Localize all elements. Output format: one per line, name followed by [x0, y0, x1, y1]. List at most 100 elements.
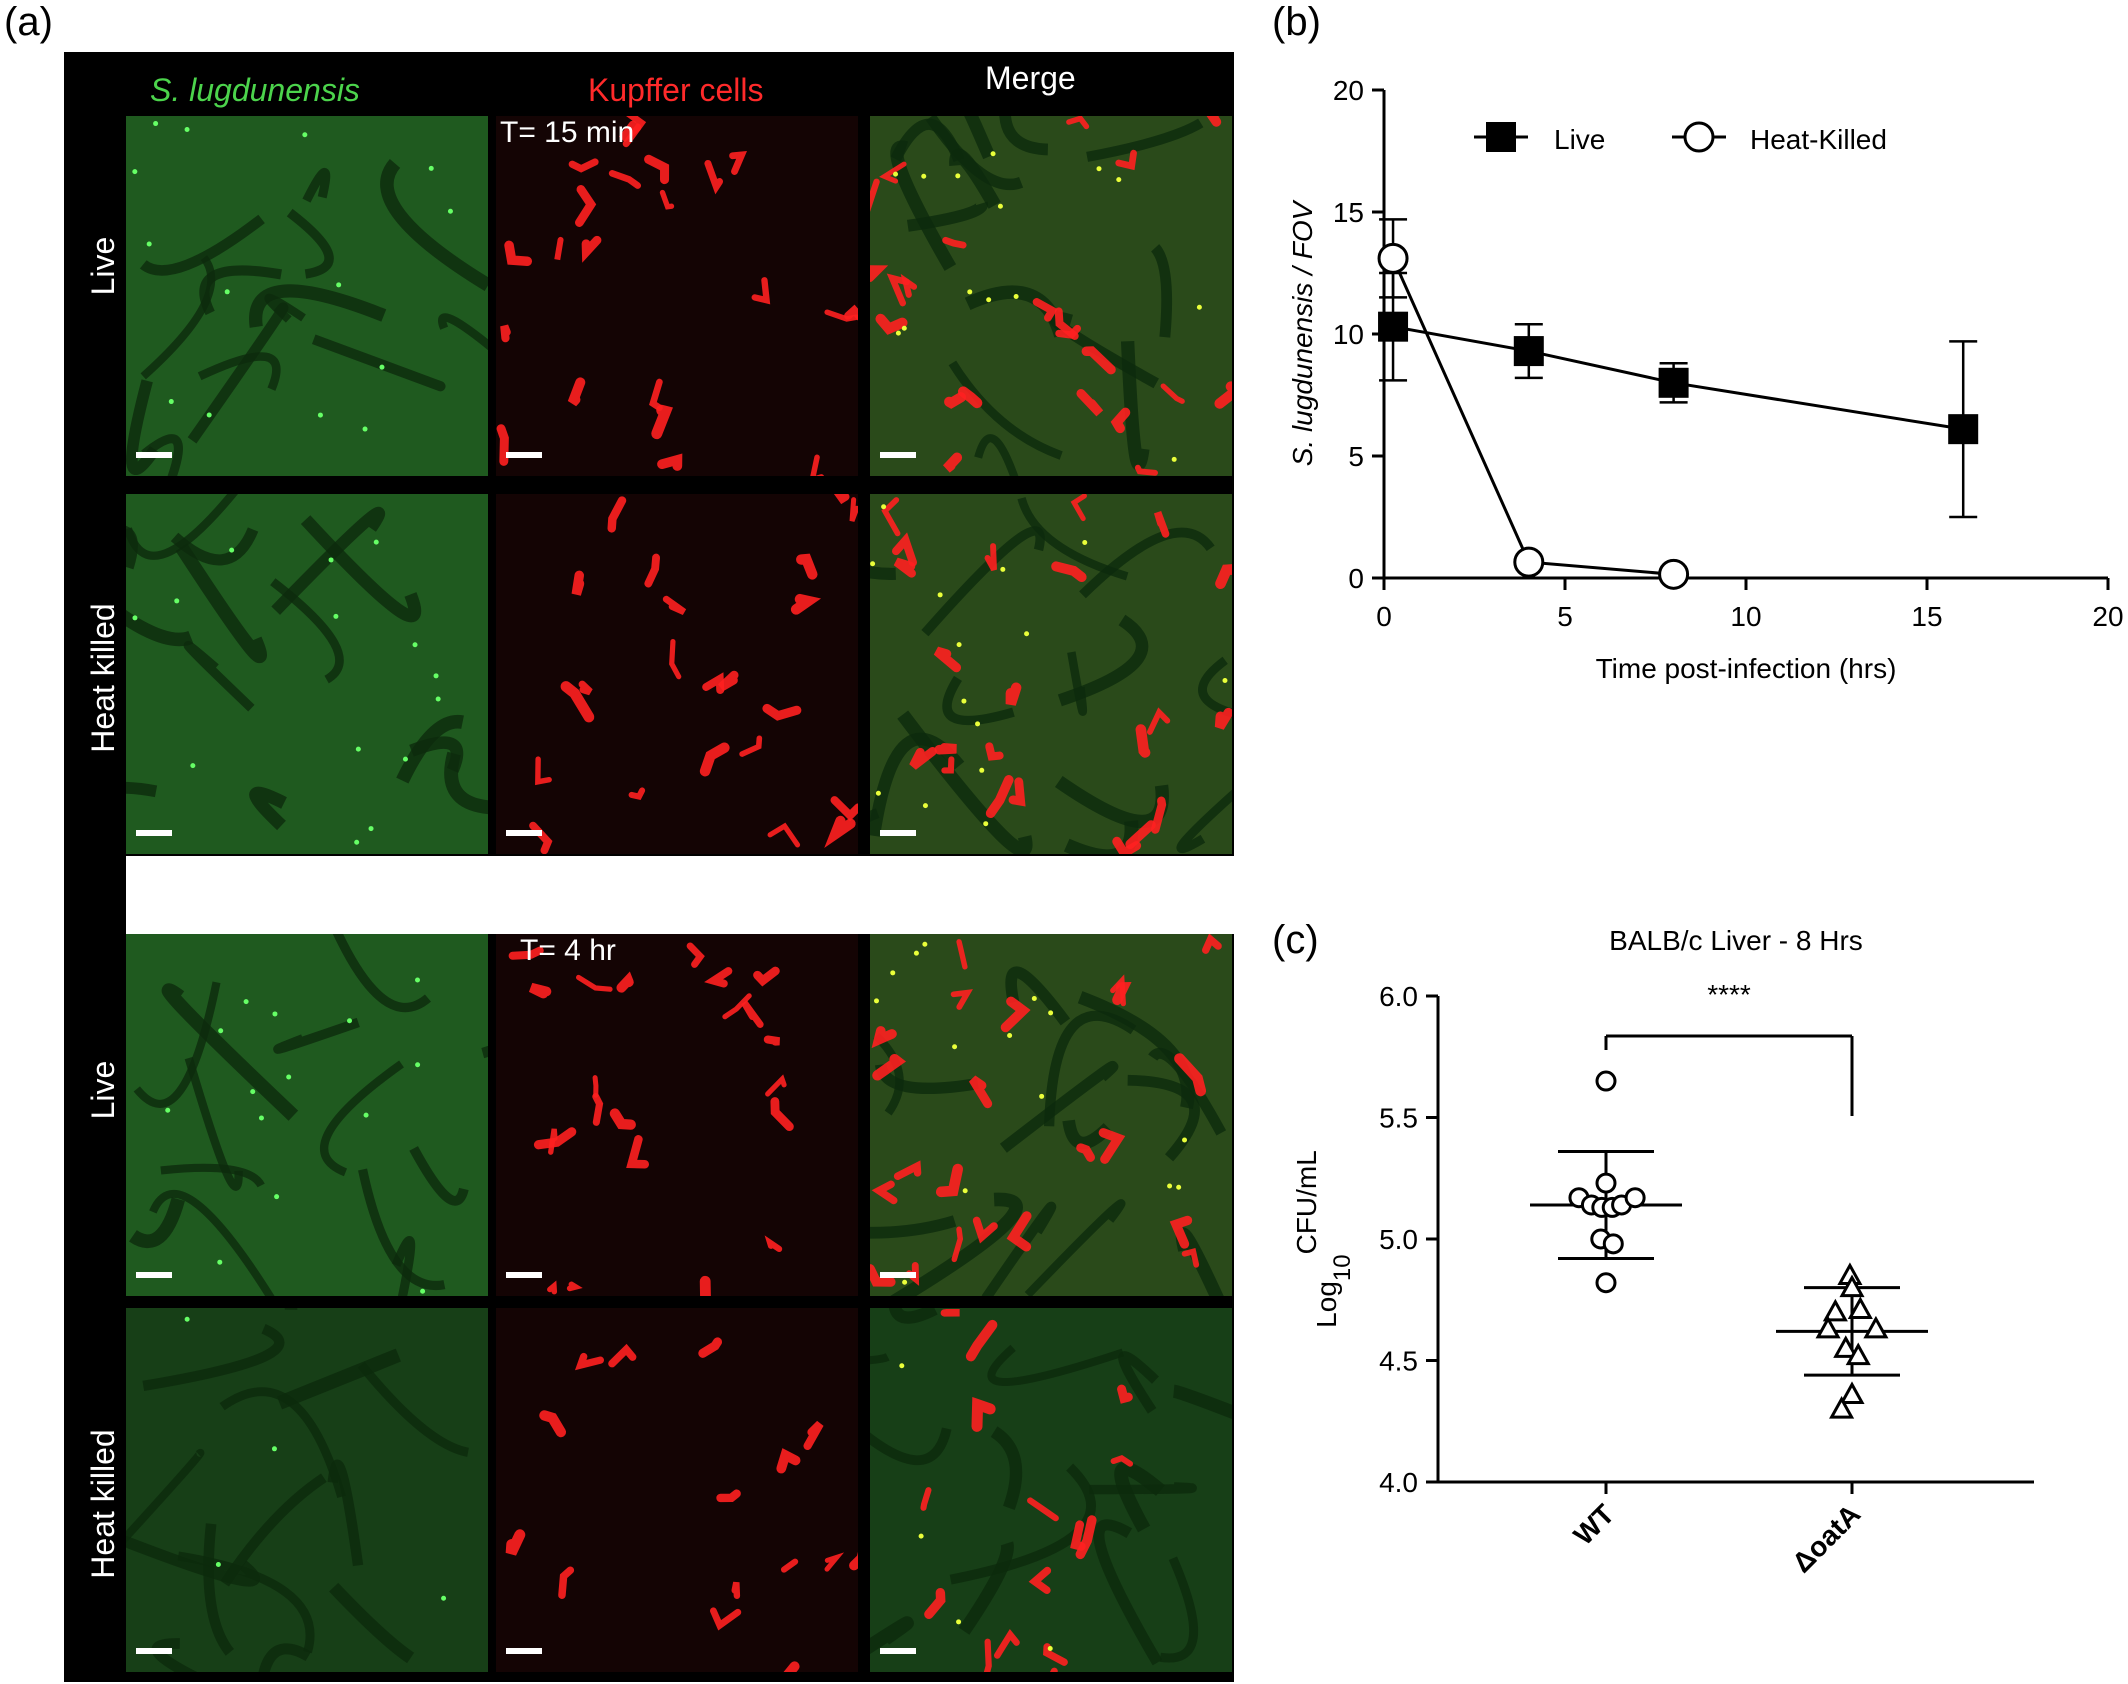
bacteria-dot	[347, 1018, 353, 1024]
kupffer-cell	[1054, 307, 1079, 340]
kupffer-cell	[1135, 724, 1151, 758]
bacteria-dot	[1039, 1093, 1045, 1099]
tissue-vessel	[409, 1146, 469, 1206]
bacteria-dot	[922, 803, 928, 809]
data-point-wt	[1602, 1233, 1624, 1255]
column-header-merge: Merge	[985, 60, 1076, 96]
data-point-wt	[1624, 1187, 1646, 1209]
tissue-vessel	[1172, 1384, 1232, 1420]
kupffer-cell	[751, 277, 771, 305]
time-label-15min: T= 15 min	[500, 116, 635, 149]
kupffer-cell	[722, 993, 752, 1020]
bacteria-dot	[328, 557, 334, 563]
kupffer-cell	[810, 454, 824, 476]
tissue-vessel	[888, 1308, 938, 1324]
kupffer-cell	[607, 496, 627, 533]
kupffer-cell	[1215, 564, 1232, 590]
data-point-oata	[1845, 1342, 1871, 1366]
x-tick-label: 20	[2092, 601, 2123, 632]
kupffer-cell	[849, 497, 858, 522]
kupffer-cell	[1000, 996, 1031, 1033]
kupffer-cell	[505, 1529, 526, 1556]
kupffer-cell	[909, 747, 937, 770]
kupffer-cell	[568, 158, 599, 173]
kupffer-cell	[765, 1074, 787, 1097]
kupffer-cell	[566, 1281, 583, 1292]
tissue-vessel	[1159, 1556, 1199, 1663]
kupffer-cell	[776, 1448, 801, 1474]
tissue-vessel	[183, 640, 255, 712]
kupffer-cell	[881, 497, 901, 537]
bacteria-dot	[243, 999, 249, 1005]
kupffer-cell	[574, 185, 597, 227]
kupffer-cell	[508, 946, 544, 960]
bacteria-dot	[217, 1259, 223, 1265]
bacteria-dot	[1171, 456, 1177, 462]
tile-background	[870, 494, 1232, 854]
kupffer-cell	[578, 680, 593, 696]
y-tick-label: 5.5	[1379, 1103, 1418, 1134]
kupffer-cell	[1008, 777, 1026, 807]
data-point-oata	[1847, 1296, 1873, 1319]
kupffer-cell	[539, 1410, 567, 1438]
kupffer-cell	[657, 453, 683, 471]
bacteria-dot	[420, 1288, 426, 1294]
kupffer-cell	[935, 1163, 964, 1198]
bacteria-dot	[902, 1279, 908, 1285]
bacteria-dot	[333, 613, 339, 619]
tissue-vessel	[286, 208, 334, 279]
kupffer-cell	[662, 595, 687, 616]
kupffer-cell	[1027, 1497, 1059, 1522]
tissue-vessel	[357, 1361, 470, 1457]
kupffer-cell	[699, 1275, 711, 1296]
data-point-oata	[1863, 1315, 1889, 1339]
bacteria-dot	[975, 721, 981, 727]
kupffer-cell	[968, 1075, 993, 1109]
tissue-vessel	[380, 159, 488, 292]
bacteria-dot	[362, 426, 368, 432]
scale-bar	[136, 1272, 172, 1278]
tissue-vessel	[149, 1190, 275, 1296]
kupffer-cell	[731, 1581, 741, 1599]
tissue-vessel	[139, 214, 265, 276]
x-axis-label: Time post-infection (hrs)	[1596, 653, 1897, 684]
x-tick-label: 15	[1911, 601, 1942, 632]
tissue-vessel	[249, 786, 287, 831]
kupffer-cell	[1098, 1128, 1126, 1164]
kupffer-cell	[764, 1235, 783, 1253]
kupffer-cell	[920, 1487, 932, 1511]
tissue-vessel	[129, 1197, 185, 1248]
bacteria-dot	[1196, 304, 1202, 310]
data-point-wt	[1590, 1228, 1612, 1250]
bacteria-dot	[153, 121, 159, 127]
bacteria-dot	[435, 696, 441, 702]
micrograph-tile	[126, 1308, 488, 1672]
kupffer-cell	[1181, 1248, 1200, 1268]
y-axis-label: S. lugdunensis / FOV	[1287, 199, 1318, 466]
kupffer-cell	[767, 822, 801, 848]
data-point-oata	[1839, 1274, 1865, 1298]
kupffer-cell	[500, 324, 511, 343]
data-point-wt	[1601, 1196, 1623, 1218]
tissue-vessel	[184, 1056, 243, 1191]
scale-bar	[136, 1648, 172, 1654]
micrograph-tile	[126, 494, 488, 854]
bacteria-dot	[899, 1363, 905, 1369]
column-header-kupffer-cells: Kupffer cells	[588, 72, 764, 108]
kupffer-cell	[870, 265, 889, 283]
bacteria-dot	[983, 821, 989, 827]
tissue-vessel	[870, 1353, 890, 1365]
kupffer-cell	[1206, 116, 1222, 127]
bacteria-dot	[890, 970, 896, 976]
bacteria-dot	[412, 642, 418, 648]
bacteria-dot	[184, 1316, 190, 1322]
micrograph-gap	[126, 856, 1234, 934]
kupffer-cell	[626, 1135, 650, 1169]
data-point-wt	[1591, 1196, 1613, 1218]
tissue-vessel	[1198, 656, 1232, 718]
kupffer-cell	[762, 703, 802, 721]
bacteria-dot	[875, 790, 881, 796]
bacteria-dot	[922, 941, 928, 947]
y-tick-label: 15	[1333, 197, 1364, 228]
bacteria-dot	[952, 1044, 958, 1050]
